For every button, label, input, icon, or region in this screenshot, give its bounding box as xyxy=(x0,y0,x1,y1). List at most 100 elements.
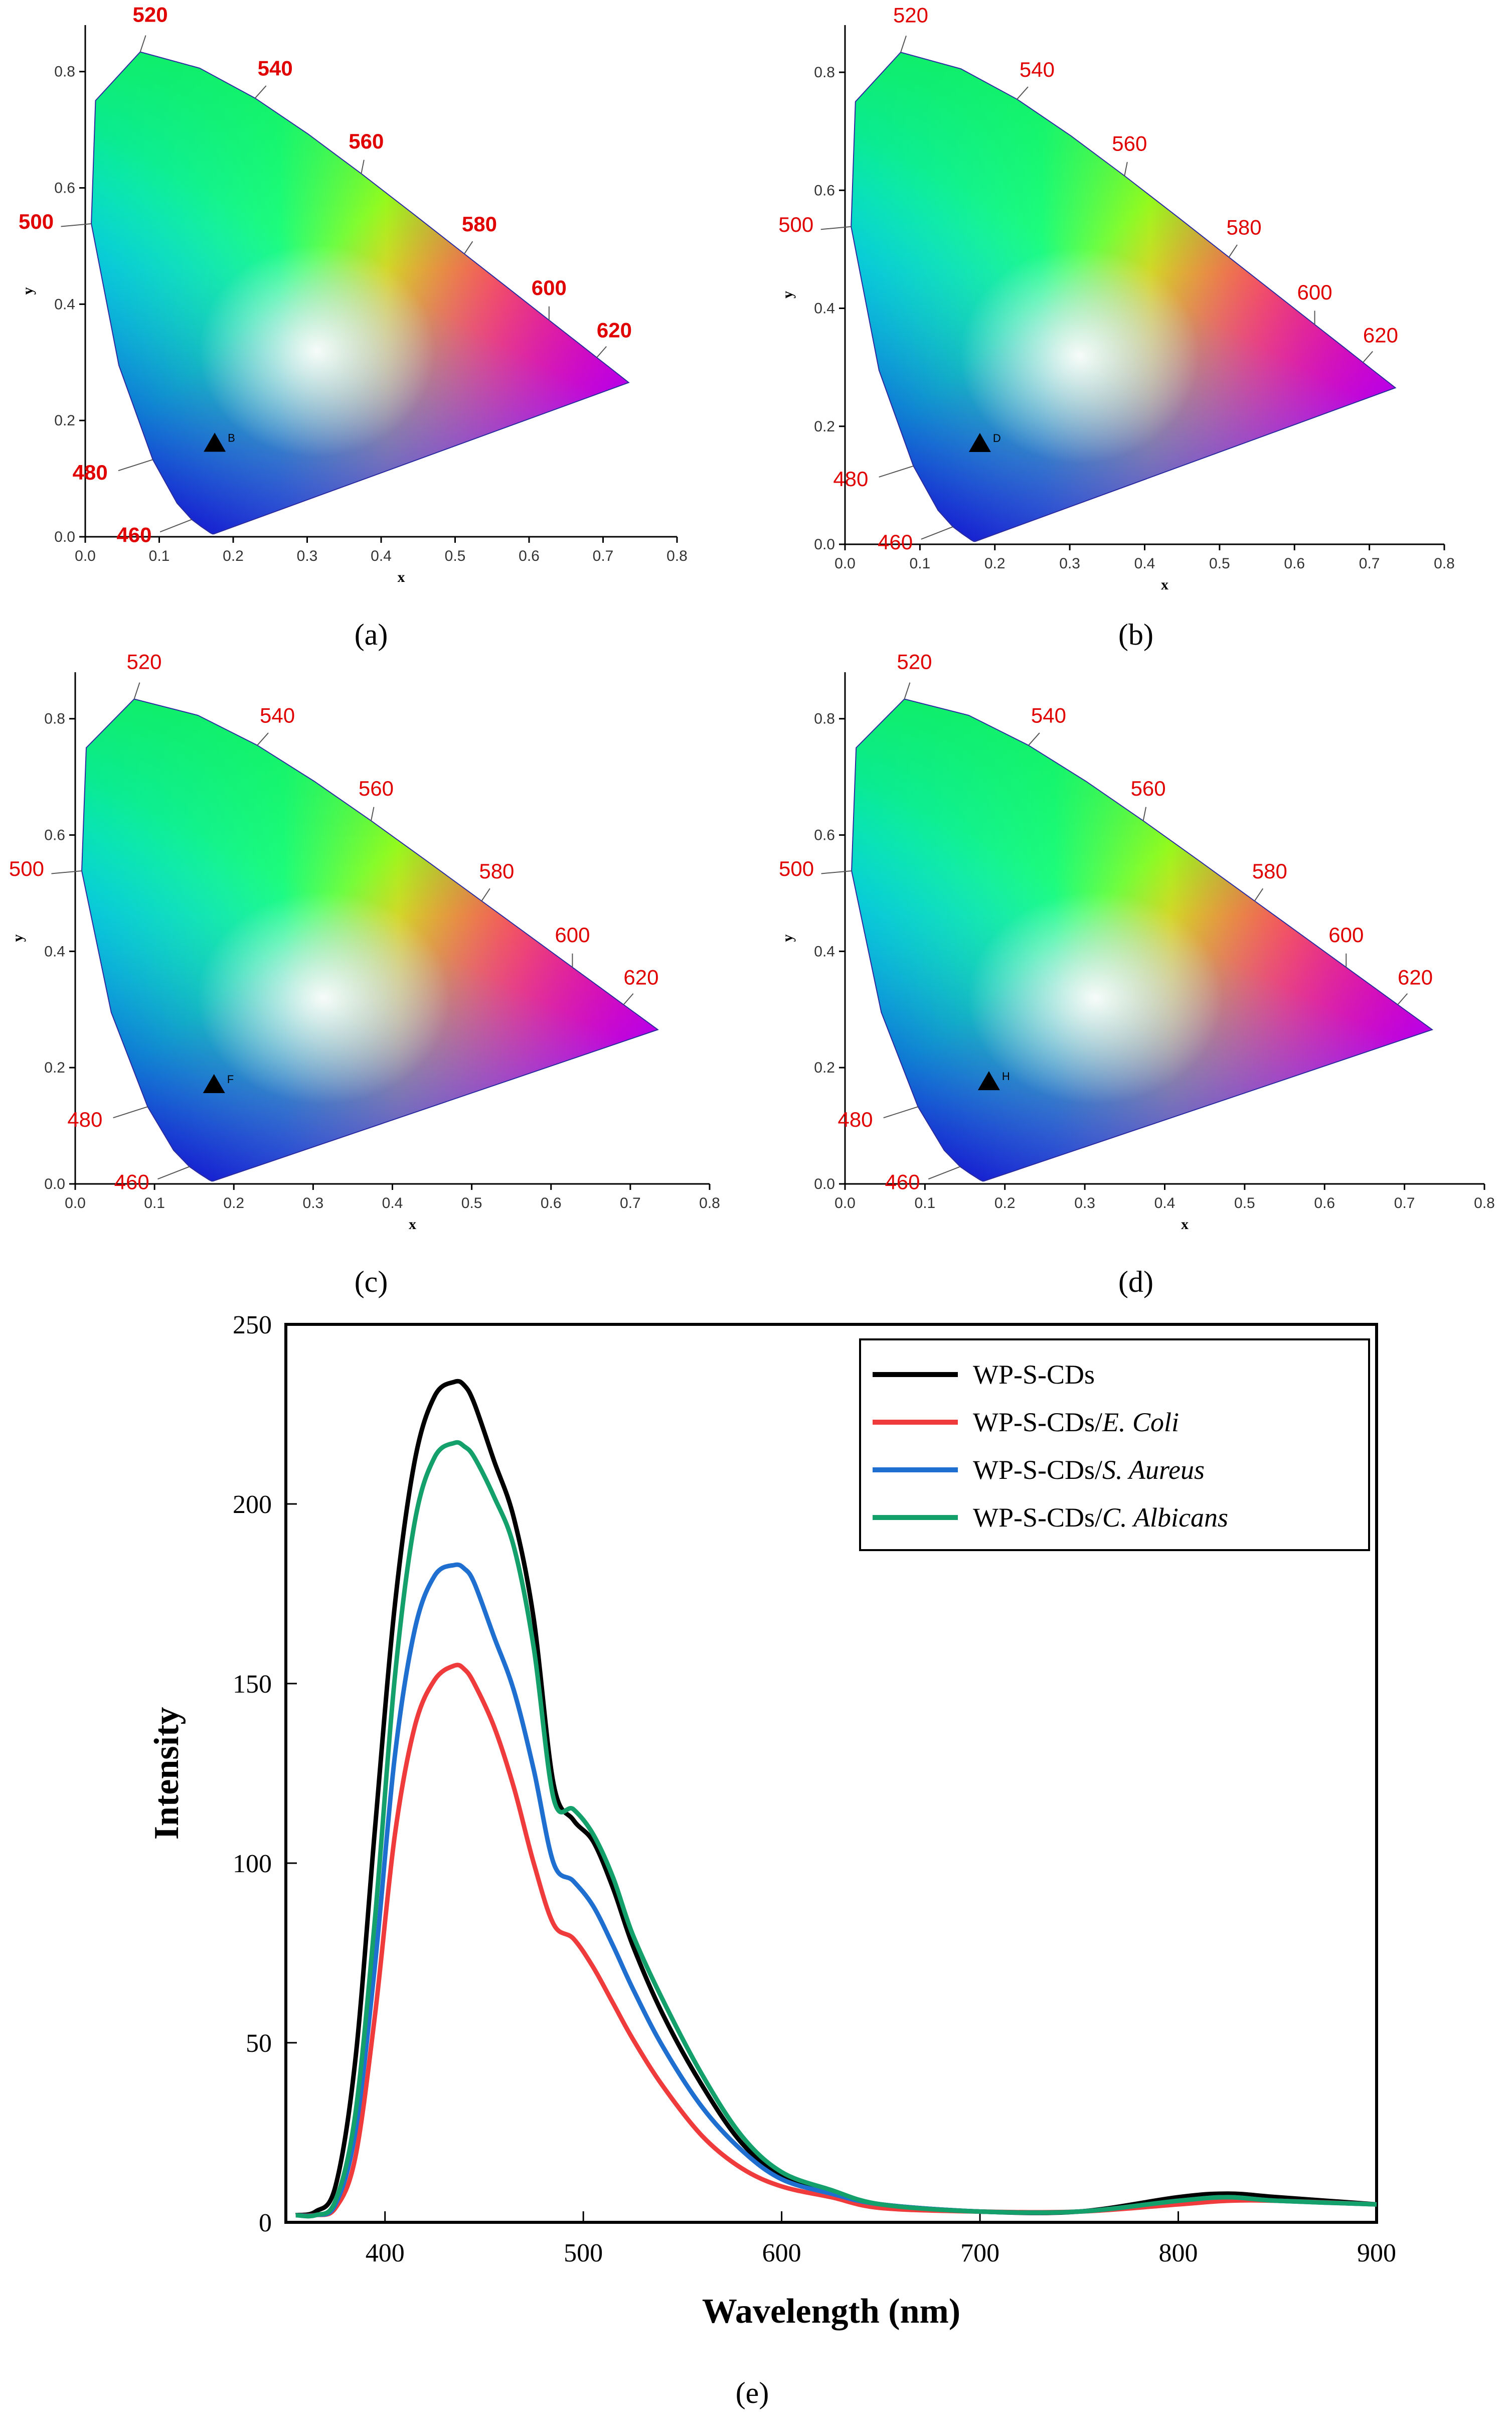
wavelength-label: 520 xyxy=(133,3,168,27)
x-tick-label: 0.8 xyxy=(1474,1195,1495,1211)
x-tick-label: 0.8 xyxy=(666,548,688,564)
x-tick-label: 0.6 xyxy=(1314,1195,1335,1211)
wavelength-label: 480 xyxy=(833,467,868,491)
x-tick-label: 0.0 xyxy=(65,1195,86,1211)
legend-entry: WP-S-CDs xyxy=(973,1359,1095,1390)
y-tick-label: 0.8 xyxy=(54,64,75,80)
x-tick-label: 0.5 xyxy=(445,548,466,564)
x-tick-label: 0.1 xyxy=(910,555,931,572)
wavelength-label: 580 xyxy=(1252,859,1287,883)
wavelength-label: 600 xyxy=(532,276,567,299)
x-tick-label: 0.4 xyxy=(1134,555,1155,572)
y-tick-label: 150 xyxy=(233,1670,272,1699)
wavelength-marker xyxy=(1228,244,1238,258)
x-tick-label: 800 xyxy=(1159,2239,1198,2267)
y-tick-label: 0.4 xyxy=(814,943,835,960)
chromaticity-point-label: B xyxy=(228,432,235,444)
y-tick-label: 0.2 xyxy=(814,1059,835,1076)
x-tick-label: 0.7 xyxy=(1359,555,1380,572)
y-tick-label: 0.0 xyxy=(54,529,75,545)
wavelength-marker xyxy=(370,807,375,821)
x-tick-label: 0.2 xyxy=(223,548,244,564)
gamut-white-overlay xyxy=(82,699,658,1181)
x-tick-label: 400 xyxy=(366,2239,405,2267)
cie-chart-4: 0.0 0.1 0.2 0.3 0.4 0.5 0.6 0.7 0.8 0.0 0.2 0.4 0.6 0… xyxy=(779,650,1495,1298)
x-tick-label: 0.7 xyxy=(1394,1195,1415,1211)
plot-frame xyxy=(284,1323,1378,2224)
panel-label: (a) xyxy=(355,618,388,651)
y-tick-label: 0.8 xyxy=(44,711,65,727)
wavelength-label: 500 xyxy=(778,213,813,236)
wavelength-label: 620 xyxy=(623,966,658,989)
y-tick-label: 0.4 xyxy=(54,296,75,313)
wavelength-marker xyxy=(481,888,490,901)
wavelength-marker xyxy=(1124,162,1128,176)
legend-entry: WP-S-CDs/E. Coli xyxy=(973,1407,1179,1437)
x-tick-label: 0.4 xyxy=(371,548,392,564)
x-tick-label: 0.5 xyxy=(1209,555,1230,572)
wavelength-marker xyxy=(361,160,365,174)
y-tick-label: 0 xyxy=(259,2209,272,2237)
panel-label: (d) xyxy=(1118,1265,1153,1298)
wavelength-marker xyxy=(623,993,634,1005)
x-tick-label: 700 xyxy=(960,2239,999,2267)
x-tick-label: 500 xyxy=(564,2239,603,2267)
legend-entry-organism: S. Aureus xyxy=(1102,1455,1205,1485)
wavelength-label: 560 xyxy=(359,777,394,800)
x-tick-label: 0.8 xyxy=(699,1195,720,1211)
y-axis-title: y xyxy=(779,291,796,298)
wavelength-marker xyxy=(1363,351,1373,363)
chromaticity-point-label: F xyxy=(227,1073,234,1086)
x-tick-label: 0.5 xyxy=(461,1195,482,1211)
x-tick-label: 0.5 xyxy=(1234,1195,1255,1211)
x-axis-title: x xyxy=(1181,1216,1189,1233)
x-tick-label: 0.2 xyxy=(223,1195,244,1211)
x-tick-label: 0.6 xyxy=(1284,555,1305,572)
spectral-locus xyxy=(851,698,1434,1182)
x-tick-label: 0.4 xyxy=(382,1195,403,1211)
wavelength-label: 540 xyxy=(258,57,293,80)
legend-entry: WP-S-CDs/C. Albicans xyxy=(973,1502,1228,1533)
wavelength-marker xyxy=(1017,86,1029,100)
wavelength-marker xyxy=(257,732,269,746)
x-tick-label: 0.2 xyxy=(994,1195,1016,1211)
y-tick-label: 0.6 xyxy=(814,182,835,199)
legend-entry-name: WP-S-CDs xyxy=(973,1359,1095,1390)
wavelength-marker xyxy=(113,1106,148,1119)
legend-entry-organism: C. Albicans xyxy=(1102,1502,1228,1533)
gamut-white-overlay xyxy=(852,699,1432,1181)
y-axis-title: Intensity xyxy=(147,1707,186,1840)
wavelength-marker xyxy=(821,870,852,874)
cie-chart-3: 0.0 0.1 0.2 0.3 0.4 0.5 0.6 0.7 0.8 0.0 0.2 0.4 0.6 0… xyxy=(9,650,720,1298)
wavelength-marker xyxy=(159,519,192,533)
y-tick-label: 0.6 xyxy=(814,827,835,844)
gamut-white-overlay xyxy=(851,52,1396,542)
chromaticity-point xyxy=(204,432,226,452)
y-tick-label: 0.4 xyxy=(814,300,835,317)
x-tick-label: 0.1 xyxy=(149,548,170,564)
wavelength-label: 580 xyxy=(1227,216,1262,239)
wavelength-marker xyxy=(1028,732,1040,746)
y-tick-label: 0.8 xyxy=(814,711,835,727)
wavelength-label: 540 xyxy=(260,704,295,727)
wavelength-label: 600 xyxy=(1297,280,1332,304)
wavelength-marker xyxy=(61,223,92,227)
x-tick-label: 900 xyxy=(1357,2239,1396,2267)
y-tick-label: 0.6 xyxy=(54,180,75,197)
wavelength-label: 600 xyxy=(1328,923,1364,947)
wavelength-label: 560 xyxy=(349,129,384,153)
panel-label: (b) xyxy=(1118,618,1153,651)
chromaticity-point-label: H xyxy=(1002,1070,1010,1083)
gamut-white-overlay xyxy=(91,52,629,534)
y-tick-label: 0.6 xyxy=(44,827,65,844)
wavelength-label: 580 xyxy=(462,212,497,236)
x-tick-label: 0.0 xyxy=(834,1195,856,1211)
wavelength-marker xyxy=(139,35,146,52)
y-tick-label: 100 xyxy=(233,1850,272,1878)
wavelength-label: 460 xyxy=(885,1170,920,1194)
wavelength-marker xyxy=(904,682,911,699)
wavelength-marker xyxy=(51,870,82,874)
y-tick-label: 0.2 xyxy=(44,1059,65,1076)
y-tick-label: 0.8 xyxy=(814,64,835,81)
wavelength-label: 560 xyxy=(1131,777,1166,800)
